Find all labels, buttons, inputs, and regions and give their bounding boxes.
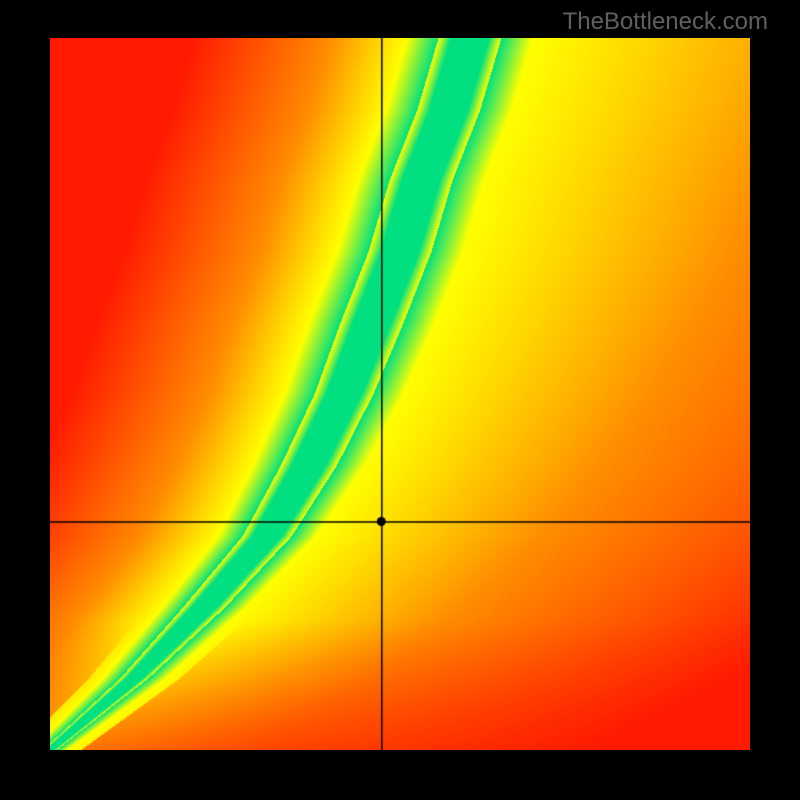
watermark-text: TheBottleneck.com [563,8,768,36]
heatmap-canvas [50,38,750,750]
heatmap-plot [50,38,750,750]
